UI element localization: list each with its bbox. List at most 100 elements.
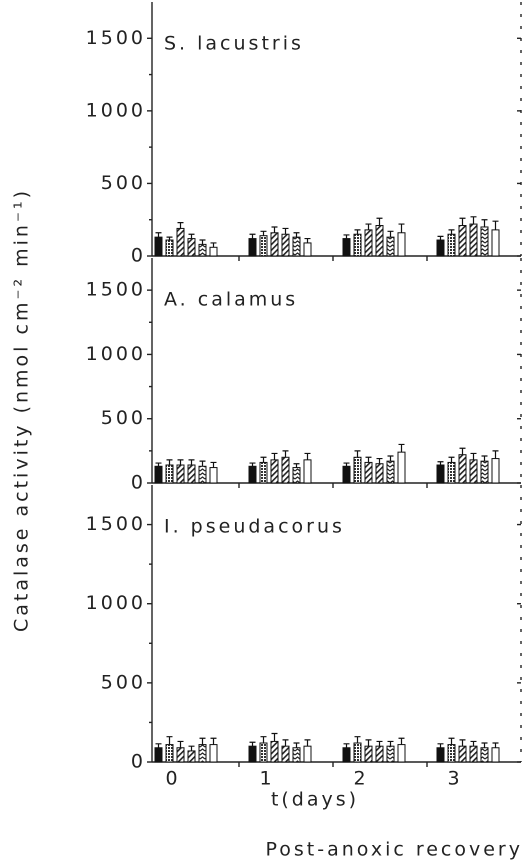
error-bar [177,222,184,229]
error-bar [210,737,217,745]
bar [281,456,290,484]
bar [342,747,351,763]
error-bar [343,462,350,467]
y-tick-label: 0 [131,245,146,267]
bar [491,458,500,484]
bar [491,229,500,257]
bar [303,745,312,763]
error-bar [365,739,372,747]
bar [447,233,456,257]
bar [342,238,351,257]
bar [491,747,500,763]
bar [375,463,384,484]
y-tick-label: 1500 [86,513,146,535]
bar [469,223,478,257]
bar [436,464,445,484]
bar [364,745,373,763]
x-tick-label: 2 [353,768,368,790]
y-tick-label: 1500 [86,279,146,301]
error-bar [470,216,477,225]
bar [281,233,290,257]
error-bar [376,457,383,464]
error-bar [199,737,206,745]
y-tick-label: 500 [101,407,146,429]
bar [364,461,373,484]
bar [248,465,257,484]
error-bar [210,461,217,468]
error-bar [188,745,195,751]
error-bar [376,740,383,747]
error-bar [448,229,455,235]
error-bar [177,459,184,465]
error-bar [437,461,444,465]
error-bar [249,741,256,747]
error-bar [293,463,300,468]
bar [292,747,301,763]
error-bar [304,739,311,747]
bar [342,465,351,484]
error-bar [448,737,455,745]
error-bar [437,235,444,241]
bar [270,459,279,484]
error-bar [188,459,195,465]
error-bar [155,232,162,238]
bar [259,235,268,257]
bar [480,747,489,763]
x-axis-label: t(days) [271,789,359,811]
bar [397,232,406,257]
bar [458,225,467,257]
error-bar [271,732,278,742]
bar [209,744,218,763]
bar [447,744,456,763]
error-bar [354,450,361,458]
bar [480,460,489,484]
bar [154,747,163,763]
panel-title: S. lacustris [164,33,304,55]
bar [480,226,489,257]
x-tick-label: 3 [447,768,462,790]
bar [469,745,478,763]
bar [187,750,196,763]
bar [176,227,185,257]
error-bar [343,743,350,748]
y-tick-label: 1500 [86,27,146,49]
error-bar [448,456,455,463]
bar [187,238,196,257]
error-bar [481,219,488,227]
error-bar [459,447,466,455]
error-bar [199,460,206,467]
y-tick-label: 500 [101,671,146,693]
error-bar [387,740,394,747]
bar [469,459,478,484]
error-bar [481,742,488,748]
error-bar [481,455,488,462]
bar [209,467,218,484]
bar [386,460,395,484]
error-bar [166,459,173,465]
bar [176,747,185,763]
y-axis-label: Catalase activity (nmol cm⁻² min⁻¹) [11,188,33,632]
error-bar [249,233,256,239]
bar [397,451,406,484]
bar [375,225,384,257]
bar [386,236,395,257]
bar [436,239,445,257]
bar [209,246,218,257]
error-bar [459,739,466,747]
bar [176,464,185,484]
error-bar [177,740,184,748]
bar [259,742,268,763]
bar [259,461,268,484]
error-bar [282,227,289,235]
bar [248,745,257,763]
bar [154,236,163,257]
error-bar [398,737,405,745]
error-bar [470,452,477,460]
error-bar [354,229,361,235]
panel-title: I. pseudacorus [164,516,345,538]
bar [353,742,362,763]
bar [303,459,312,484]
error-bar [398,443,405,453]
error-bar [398,223,405,233]
error-bar [260,736,267,744]
